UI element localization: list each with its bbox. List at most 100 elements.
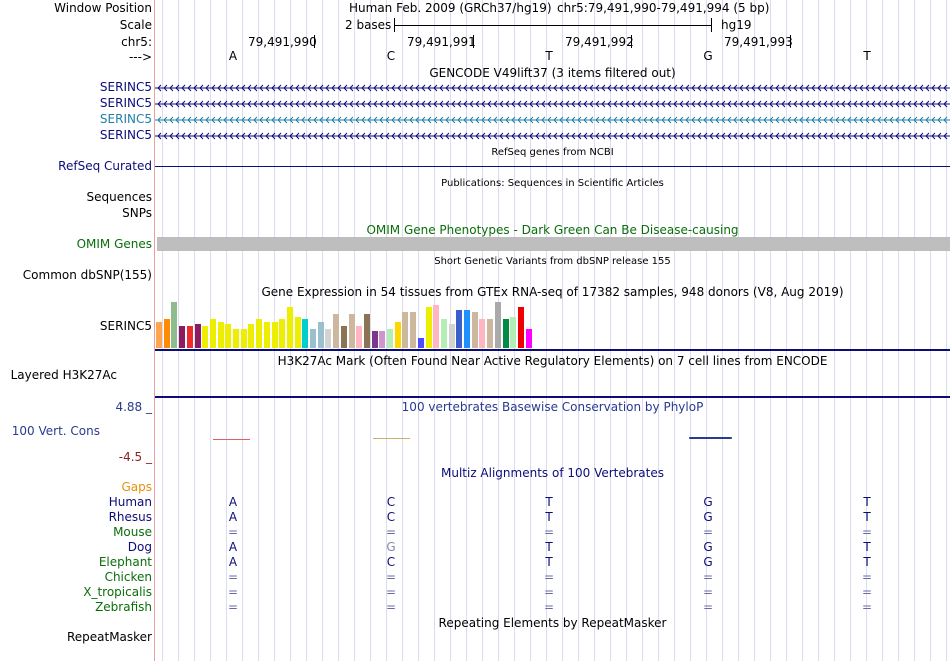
h3k27ac-track-title[interactable]: H3K27Ac Mark (Often Found Near Active Re… [277,354,828,368]
gencode-transcripts[interactable] [155,80,950,144]
strand-arrow [919,84,924,92]
aligned-base: C [386,510,396,524]
strand-arrow [289,132,294,140]
gtex-tissue-bar[interactable] [371,331,378,348]
repeatmasker-track-title[interactable]: Repeating Elements by RepeatMasker [438,616,667,630]
gtex-label[interactable]: SERINC5 [99,319,152,333]
multiz-gaps-label[interactable]: Gaps [121,480,152,494]
gencode-label-2[interactable]: SERINC5 [99,96,152,110]
phylop-track-title[interactable]: 100 vertebrates Basewise Conservation by… [401,400,704,414]
gtex-tissue-bar[interactable] [186,326,193,348]
species-label[interactable]: Elephant [98,555,152,569]
phylop-label[interactable]: 100 Vert. Cons [11,424,100,438]
gtex-tissue-bar[interactable] [279,319,286,348]
gencode-label-3[interactable]: SERINC5 [99,112,152,126]
refseq-label[interactable]: RefSeq Curated [58,159,152,173]
species-label[interactable]: Mouse [113,525,152,539]
grid-line [594,0,595,661]
dbsnp-label[interactable]: Common dbSNP(155) [22,268,152,282]
species-label[interactable]: X_tropicalis [83,585,152,599]
gtex-tissue-bar[interactable] [417,338,424,348]
gtex-track-title[interactable]: Gene Expression in 54 tissues from GTEx … [261,285,844,299]
gtex-tissue-bar[interactable] [271,322,278,348]
multiz-track-title[interactable]: Multiz Alignments of 100 Vertebrates [440,466,665,480]
gtex-tissue-bar[interactable] [225,324,232,348]
gtex-tissue-bar[interactable] [471,312,478,348]
gtex-tissue-bar[interactable] [387,329,393,348]
gtex-tissue-bar[interactable] [163,319,170,348]
refseq-track-title[interactable]: RefSeq genes from NCBI [491,147,614,158]
gtex-tissue-bar[interactable] [379,331,386,348]
gtex-tissue-bar[interactable] [240,329,247,348]
publications-label-line1[interactable]: Sequences [86,190,152,204]
gtex-tissue-bar[interactable] [263,322,270,348]
gtex-tissue-bar[interactable] [494,302,501,348]
gtex-tissue-bar[interactable] [340,326,347,348]
gtex-tissue-bar[interactable] [294,317,301,348]
gtex-tissue-bar[interactable] [194,324,201,348]
gtex-tissue-bar[interactable] [256,319,263,348]
strand-arrow [883,100,888,108]
omim-track-title[interactable]: OMIM Gene Phenotypes - Dark Green Can Be… [366,223,739,237]
gtex-tissue-bar[interactable] [487,319,494,348]
gtex-tissue-bar[interactable] [517,307,524,348]
gtex-tissue-bar[interactable] [209,319,216,348]
gtex-tissue-bar[interactable] [525,329,532,348]
gtex-tissue-bar[interactable] [233,329,239,348]
publications-label-line2[interactable]: SNPs [122,206,152,220]
species-label[interactable]: Human [108,495,152,509]
gtex-tissue-bar[interactable] [325,329,332,348]
publications-track-title[interactable]: Publications: Sequences in Scientific Ar… [441,178,664,189]
omim-label[interactable]: OMIM Genes [76,237,152,251]
gtex-tissue-bar[interactable] [286,307,293,348]
species-label[interactable]: Chicken [104,570,152,584]
strand-arrow [313,116,318,124]
gtex-tissue-bar[interactable] [502,319,509,348]
gencode-label-4[interactable]: SERINC5 [99,128,152,142]
gtex-tissue-bar[interactable] [179,326,186,348]
refseq-gene-line[interactable] [155,166,950,167]
position-readout[interactable]: chr5:79,491,990-79,491,994 (5 bp) [557,1,770,15]
gtex-tissue-bar[interactable] [302,319,309,348]
gtex-tissue-bar[interactable] [510,317,517,348]
strand-arrow [517,132,522,140]
gtex-tissue-bar[interactable] [448,324,455,348]
gtex-tissue-bar[interactable] [464,310,470,348]
strand-arrow-label[interactable]: ---> [128,50,152,64]
gtex-tissue-bar[interactable] [317,322,324,348]
strand-arrow [835,100,840,108]
gtex-tissue-bar[interactable] [217,322,224,348]
repeatmasker-label[interactable]: RepeatMasker [66,630,152,644]
gtex-tissue-bar[interactable] [171,302,178,348]
strand-arrow [187,100,192,108]
gtex-tissue-bar[interactable] [333,314,340,348]
gtex-tissue-bar[interactable] [348,314,355,348]
omim-gene-bar[interactable] [157,237,950,251]
dbsnp-track-title[interactable]: Short Genetic Variants from dbSNP releas… [434,256,671,267]
gtex-tissue-bar[interactable] [440,319,447,348]
gtex-tissue-bar[interactable] [433,305,440,348]
strand-arrow [865,84,870,92]
gtex-tissue-bar[interactable] [356,326,363,348]
gtex-tissue-bar[interactable] [394,322,401,348]
species-label[interactable]: Dog [127,540,152,554]
gtex-tissue-bar[interactable] [402,312,409,348]
gtex-tissue-bar[interactable] [156,322,162,348]
gtex-tissue-bar[interactable] [202,326,209,348]
grid-line [866,0,867,661]
gtex-tissue-bar[interactable] [425,307,432,348]
h3k27ac-label[interactable]: Layered H3K27Ac [10,368,117,382]
gtex-tissue-bar[interactable] [479,319,486,348]
gencode-label-1[interactable]: SERINC5 [99,80,152,94]
gtex-tissue-bar[interactable] [310,329,316,348]
gtex-tissue-bar[interactable] [248,324,255,348]
gtex-expression-bars[interactable] [156,300,556,348]
gtex-tissue-bar[interactable] [363,314,370,348]
assembly-title[interactable]: Human Feb. 2009 (GRCh37/hg19) [349,1,552,15]
strand-arrow [805,84,810,92]
gencode-track-title[interactable]: GENCODE V49lift37 (3 items filtered out) [429,66,676,80]
gtex-tissue-bar[interactable] [456,310,463,348]
gtex-tissue-bar[interactable] [410,312,417,348]
species-label[interactable]: Rhesus [108,510,152,524]
species-label[interactable]: Zebrafish [95,600,152,614]
